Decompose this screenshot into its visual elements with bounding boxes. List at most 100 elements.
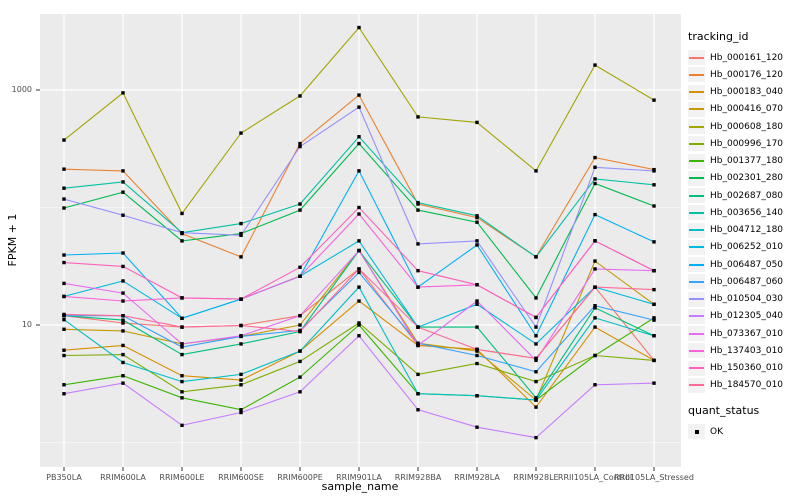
data-point bbox=[239, 131, 243, 135]
data-point bbox=[534, 358, 538, 363]
data-point bbox=[239, 408, 243, 412]
data-point bbox=[357, 135, 361, 139]
legend-item-Hb_000608_180: Hb_000608_180 bbox=[688, 118, 798, 135]
line-swatch-icon bbox=[689, 160, 704, 163]
data-point bbox=[475, 283, 479, 287]
data-point bbox=[239, 342, 243, 346]
legend-label: Hb_150360_010 bbox=[710, 363, 784, 374]
data-point bbox=[62, 138, 66, 142]
data-point bbox=[652, 318, 656, 322]
x-tick-label-RRIM928LE: RRIM928LE bbox=[513, 473, 559, 482]
legend-item-Hb_006487_050: Hb_006487_050 bbox=[688, 256, 798, 273]
line-swatch-icon bbox=[689, 177, 704, 180]
x-tick-label-RRIM600PE: RRIM600PE bbox=[277, 473, 323, 482]
legend-key bbox=[688, 360, 705, 376]
legend-item-Hb_000996_170: Hb_000996_170 bbox=[688, 135, 798, 152]
data-point bbox=[475, 394, 479, 398]
data-point bbox=[62, 294, 66, 299]
x-tick-label-RRIM928LA: RRIM928LA bbox=[454, 473, 500, 482]
data-point bbox=[593, 177, 597, 181]
line-swatch-icon bbox=[689, 384, 704, 387]
data-point bbox=[593, 181, 597, 186]
line-swatch-icon bbox=[689, 332, 704, 335]
data-point bbox=[357, 93, 361, 97]
legend-key bbox=[688, 377, 705, 393]
data-point bbox=[180, 396, 184, 400]
data-point bbox=[593, 316, 597, 320]
legend-key bbox=[688, 170, 705, 186]
legend-item-Hb_000176_120: Hb_000176_120 bbox=[688, 66, 798, 83]
data-point bbox=[652, 334, 656, 338]
x-tick-label-RRIM928BA: RRIM928BA bbox=[394, 473, 442, 482]
data-point bbox=[652, 268, 656, 273]
line-swatch-icon bbox=[689, 349, 704, 352]
data-point bbox=[357, 270, 361, 275]
data-point bbox=[416, 325, 420, 329]
data-point bbox=[534, 356, 538, 361]
data-point bbox=[652, 240, 656, 244]
data-point bbox=[593, 259, 597, 263]
legend-entries: Hb_000161_120 Hb_000176_120 Hb_000183_040 H… bbox=[688, 49, 798, 394]
data-point bbox=[652, 358, 656, 363]
data-point bbox=[121, 343, 125, 348]
data-point bbox=[593, 325, 597, 329]
data-point bbox=[475, 361, 479, 366]
line-swatch-icon bbox=[689, 194, 704, 197]
line-swatch-icon bbox=[689, 91, 704, 94]
data-point bbox=[298, 359, 302, 364]
data-point bbox=[534, 405, 538, 409]
data-point bbox=[298, 323, 302, 327]
legend-label: Hb_184570_010 bbox=[710, 380, 784, 391]
data-point bbox=[298, 208, 302, 212]
legend-item-Hb_150360_010: Hb_150360_010 bbox=[688, 360, 798, 377]
data-point bbox=[62, 312, 66, 317]
data-point bbox=[180, 211, 184, 216]
data-point bbox=[475, 220, 479, 224]
data-point bbox=[593, 383, 597, 387]
data-point bbox=[121, 329, 125, 333]
data-point bbox=[652, 302, 656, 307]
data-point bbox=[357, 334, 361, 338]
data-point bbox=[121, 360, 125, 365]
data-point bbox=[298, 265, 302, 269]
data-point bbox=[357, 205, 361, 210]
data-point bbox=[357, 299, 361, 303]
data-point bbox=[298, 144, 302, 149]
data-point bbox=[62, 186, 66, 190]
data-point bbox=[593, 353, 597, 358]
data-point bbox=[239, 297, 243, 301]
legend-label: Hb_003656_140 bbox=[710, 207, 784, 218]
line-swatch-icon bbox=[689, 125, 704, 128]
data-point bbox=[62, 392, 66, 396]
line-swatch-icon bbox=[689, 315, 704, 318]
data-point bbox=[180, 345, 184, 349]
data-point bbox=[180, 379, 184, 384]
data-point bbox=[62, 348, 66, 352]
data-point bbox=[180, 342, 184, 346]
data-point bbox=[652, 169, 656, 173]
data-point bbox=[475, 347, 479, 352]
data-point bbox=[652, 381, 656, 385]
data-point bbox=[357, 285, 361, 289]
legend-key bbox=[688, 205, 705, 221]
data-point bbox=[357, 25, 361, 30]
data-point bbox=[62, 281, 66, 286]
data-point bbox=[62, 317, 66, 322]
data-point bbox=[416, 208, 420, 212]
legend-item-Hb_000416_070: Hb_000416_070 bbox=[688, 101, 798, 118]
data-point bbox=[357, 212, 361, 216]
data-point bbox=[593, 267, 597, 271]
data-point bbox=[534, 296, 538, 300]
legend-key bbox=[688, 119, 705, 135]
data-point bbox=[180, 316, 184, 321]
x-axis-title: sample_name bbox=[321, 480, 399, 493]
data-point bbox=[121, 279, 125, 283]
line-swatch-icon bbox=[689, 56, 704, 59]
legend-key bbox=[688, 222, 705, 238]
line-swatch-icon bbox=[689, 211, 704, 214]
line-swatch-icon bbox=[689, 246, 704, 249]
data-point bbox=[357, 321, 361, 325]
legend-key bbox=[688, 84, 705, 100]
data-point bbox=[239, 233, 243, 237]
